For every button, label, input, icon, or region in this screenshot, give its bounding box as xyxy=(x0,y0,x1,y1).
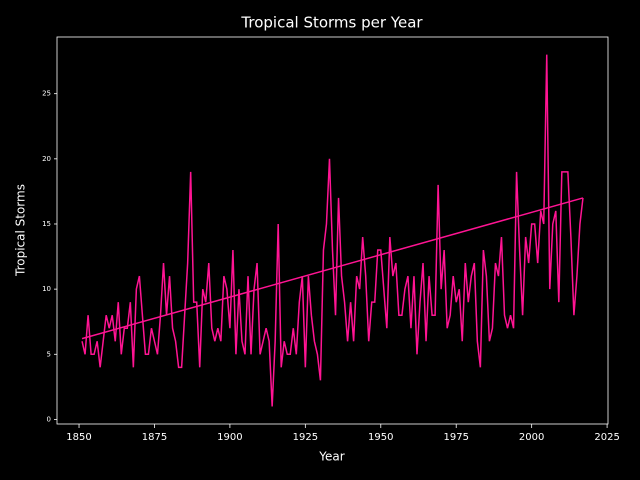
x-tick-label: 1925 xyxy=(293,432,318,443)
data-line xyxy=(81,54,584,407)
chart-title: Tropical Storms per Year xyxy=(240,14,423,32)
x-tick-label: 1975 xyxy=(443,432,468,443)
trend-line xyxy=(81,197,584,340)
x-tick-label: 1900 xyxy=(217,432,242,443)
y-tick-label: 0 xyxy=(47,415,51,423)
x-tick-label: 1875 xyxy=(142,432,167,443)
y-axis-label: Tropical Storms xyxy=(14,184,28,277)
x-tick-label: 2025 xyxy=(594,432,619,443)
y-tick-label: 5 xyxy=(47,350,51,358)
x-axis-label: Year xyxy=(318,450,344,464)
y-tick-label: 20 xyxy=(42,155,51,163)
plot-frame xyxy=(56,36,609,425)
y-tick-label: 25 xyxy=(42,90,51,98)
x-tick-label: 1950 xyxy=(368,432,393,443)
x-tick-label: 1850 xyxy=(66,432,91,443)
y-tick-label: 10 xyxy=(42,285,51,293)
y-tick-label: 15 xyxy=(42,220,51,228)
x-tick-label: 2000 xyxy=(519,432,544,443)
